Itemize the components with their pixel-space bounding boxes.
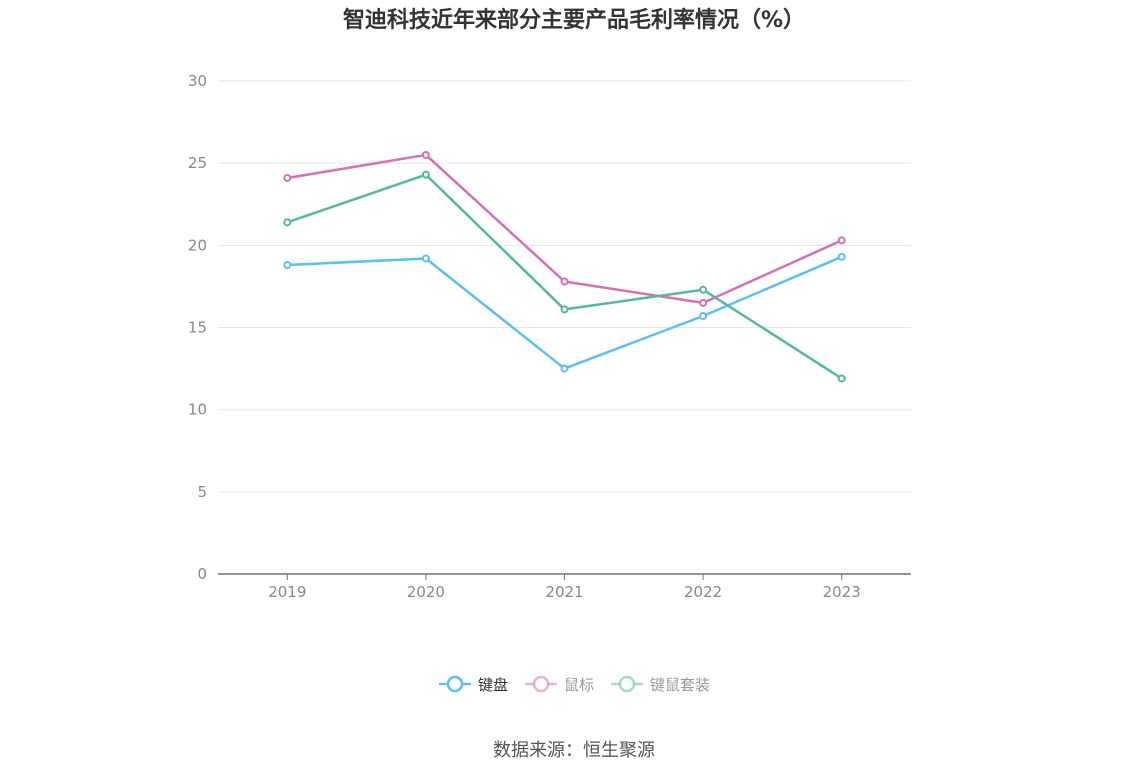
y-tick-label: 0 [197,565,207,583]
y-tick-label: 5 [197,483,207,501]
x-axis-labels: 2019 2020 2021 2022 2023 [268,583,861,601]
data-point[interactable] [421,170,430,179]
legend-marker-mouse-icon [524,672,558,696]
data-point[interactable] [560,277,569,286]
data-point[interactable] [421,254,430,263]
data-point[interactable] [283,218,292,227]
data-point[interactable] [699,311,708,320]
legend-marker-keyboard-icon [438,672,472,696]
legend-item-mouse[interactable]: 鼠标 [524,672,594,696]
chart-title: 智迪科技近年来部分主要产品毛利率情况（%） [342,8,806,33]
series-keyboard [283,252,846,373]
y-tick-label: 10 [188,401,207,419]
legend: 键盘 鼠标 键鼠套装 [0,672,1148,696]
data-point[interactable] [560,364,569,373]
data-point[interactable] [283,173,292,182]
y-tick-label: 15 [188,319,207,337]
y-tick-label: 20 [188,236,207,254]
legend-label-keyboard: 键盘 [477,675,508,694]
data-point[interactable] [283,261,292,270]
y-tick-label: 25 [188,154,207,172]
data-source: 数据来源：恒生聚源 [493,740,655,761]
x-tick-label: 2020 [407,583,445,601]
x-tick-label: 2019 [268,583,306,601]
x-tick-label: 2023 [823,583,861,601]
x-tick-label: 2022 [684,583,722,601]
data-point[interactable] [699,285,708,294]
legend-label-mouse: 鼠标 [563,675,594,694]
data-point[interactable] [837,252,846,261]
data-point[interactable] [837,374,846,383]
data-point[interactable] [560,305,569,314]
series-keyboard-mouse-set [283,170,846,383]
legend-marker-keyboard-mouse-set-icon [610,672,644,696]
y-axis-labels: 0 5 10 15 20 25 30 [188,72,207,583]
series-lines [283,150,846,383]
grid-lines [218,80,911,493]
x-tick-label: 2021 [545,583,583,601]
data-point[interactable] [837,236,846,245]
data-point[interactable] [421,150,430,159]
legend-item-keyboard-mouse-set[interactable]: 键鼠套装 [610,672,710,696]
x-axis [218,573,911,580]
series-mouse [283,150,846,307]
legend-item-keyboard[interactable]: 键盘 [438,672,508,696]
data-point[interactable] [699,298,708,307]
y-tick-label: 30 [188,72,207,90]
legend-label-keyboard-mouse-set: 键鼠套装 [650,675,711,694]
